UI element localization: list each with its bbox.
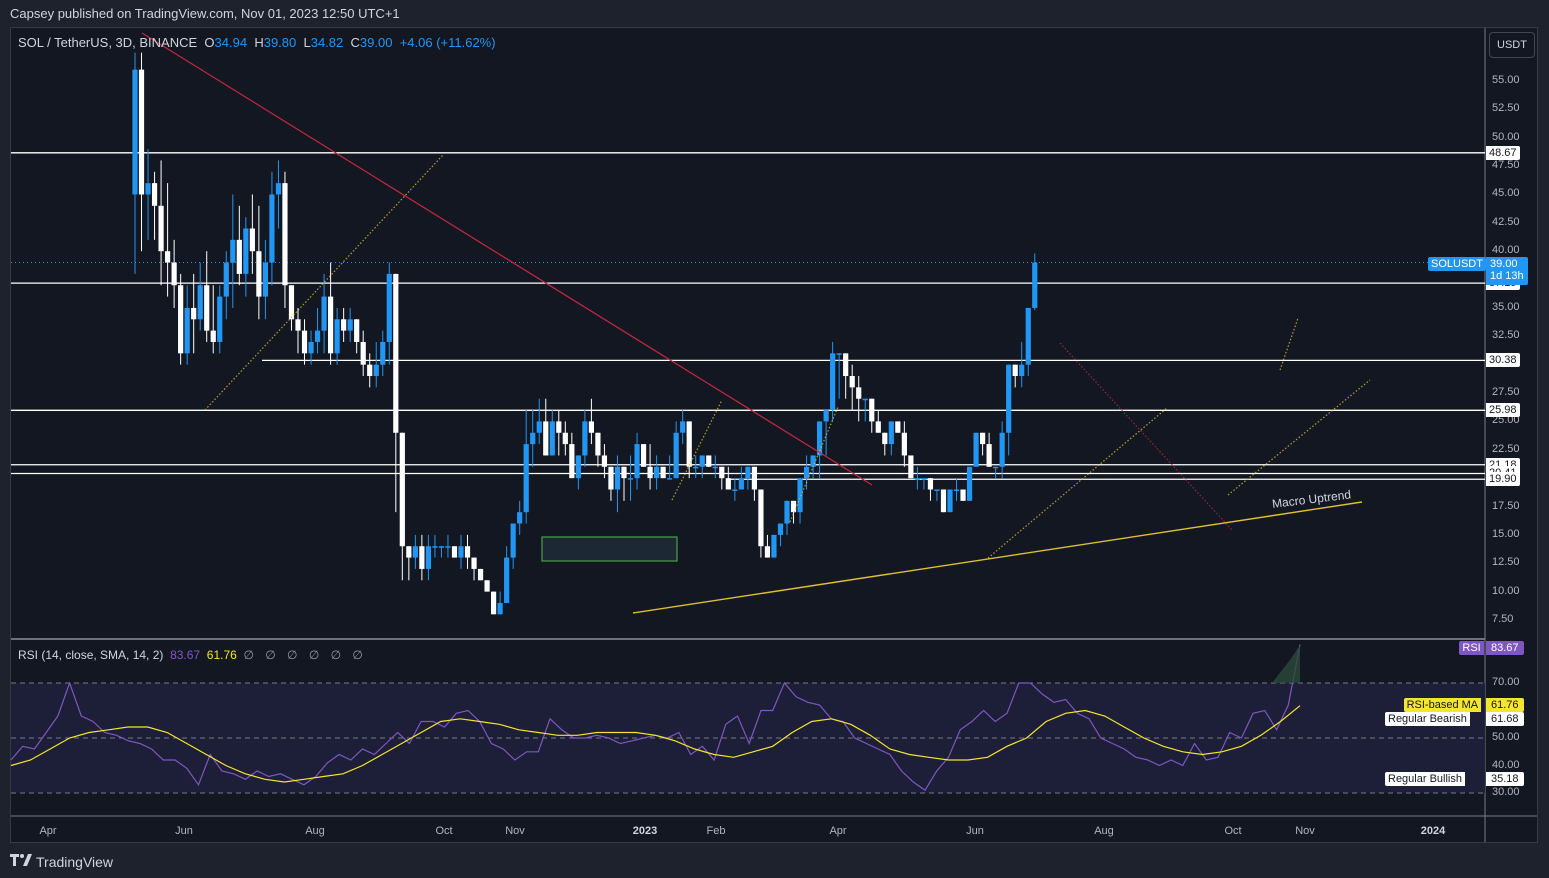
tradingview-logo-icon <box>10 853 32 870</box>
publish-info: Capsey published on TradingView.com, Nov… <box>10 6 400 21</box>
time-tick: 2023 <box>632 825 658 837</box>
time-tick: Aug <box>1094 825 1114 837</box>
level-tag: 25.98 <box>1486 403 1520 418</box>
open-value: 34.94 <box>214 35 248 50</box>
tradingview-logo[interactable]: TradingView <box>10 853 113 870</box>
rsi-legend: RSI (14, close, SMA, 14, 2) 83.67 61.76 … <box>18 648 367 662</box>
regular-bullish-tag-value: 35.18 <box>1486 772 1524 786</box>
time-tick: Nov <box>1295 825 1315 837</box>
time-tick: Jun <box>175 825 193 837</box>
rsi-tick: 40.00 <box>1492 758 1520 771</box>
time-tick: Nov <box>505 825 525 837</box>
regular-bearish-tag-value: 61.68 <box>1486 712 1524 726</box>
price-tick: 47.50 <box>1492 159 1520 172</box>
price-tick: 25.00 <box>1492 414 1520 427</box>
regular-bearish-tag-label: Regular Bearish <box>1385 712 1470 726</box>
time-tick: 2024 <box>1420 825 1446 837</box>
price-tick: 27.50 <box>1492 386 1520 399</box>
regular-bullish-tag-label: Regular Bullish <box>1385 772 1465 786</box>
price-tick: 12.50 <box>1492 556 1520 569</box>
level-tag: 48.67 <box>1486 145 1520 160</box>
time-tick: Jun <box>966 825 984 837</box>
rsi-tag-label: RSI <box>1459 641 1484 655</box>
price-tick: 55.00 <box>1492 74 1520 86</box>
rsi-title[interactable]: RSI (14, close, SMA, 14, 2) <box>18 648 164 662</box>
rsi-tick: 30.00 <box>1492 786 1520 798</box>
last-price-tag: 39.00 1d 13h <box>1486 257 1528 285</box>
level-tag: 19.90 <box>1486 472 1520 487</box>
price-tick: 42.50 <box>1492 215 1520 228</box>
time-tick: Feb <box>706 825 726 837</box>
rsi-tick: 70.00 <box>1492 676 1520 688</box>
level-tag: 30.38 <box>1486 353 1520 368</box>
close-value: 39.00 <box>359 35 393 50</box>
tradingview-brand: TradingView <box>36 853 114 870</box>
price-tick: 22.50 <box>1492 442 1520 455</box>
price-tick: 45.00 <box>1492 187 1520 200</box>
time-tick: Apr <box>39 825 57 837</box>
rsi-null-values: ∅ ∅ ∅ ∅ ∅ ∅ <box>243 648 367 662</box>
symbol-price-tag: SOLUSDT <box>1428 257 1486 271</box>
time-tick: Oct <box>1224 825 1242 837</box>
symbol-legend: SOL / TetherUS, 3D, BINANCE O34.94 H39.8… <box>18 35 496 50</box>
price-tick: 40.00 <box>1492 244 1520 257</box>
price-tick: 50.00 <box>1492 130 1520 143</box>
high-value: 39.80 <box>263 35 297 50</box>
low-value: 34.82 <box>310 35 344 50</box>
price-tick: 32.50 <box>1492 329 1520 342</box>
price-tick: 35.00 <box>1492 300 1520 313</box>
rsi-ma-tag-label: RSI-based MA <box>1403 698 1482 712</box>
change-value: +4.06 (+11.62%) <box>399 35 496 50</box>
time-tick: Apr <box>829 825 847 837</box>
time-tick: Aug <box>305 825 325 837</box>
currency-button[interactable]: USDT <box>1489 32 1535 58</box>
symbol-title[interactable]: SOL / TetherUS, 3D, BINANCE <box>18 35 198 50</box>
price-tick: 7.50 <box>1492 612 1514 625</box>
rsi-value: 83.67 <box>170 648 201 662</box>
price-tick: 17.50 <box>1492 499 1520 512</box>
price-tick: 52.50 <box>1492 102 1520 115</box>
time-tick: Oct <box>435 825 453 837</box>
rsi-ma-value: 61.76 <box>206 648 237 662</box>
rsi-ma-tag-value: 61.76 <box>1486 698 1524 712</box>
price-tick: 15.00 <box>1492 527 1520 540</box>
price-tick: 10.00 <box>1492 584 1520 597</box>
rsi-tick: 50.00 <box>1492 731 1520 743</box>
rsi-tag-value: 83.67 <box>1486 641 1524 655</box>
